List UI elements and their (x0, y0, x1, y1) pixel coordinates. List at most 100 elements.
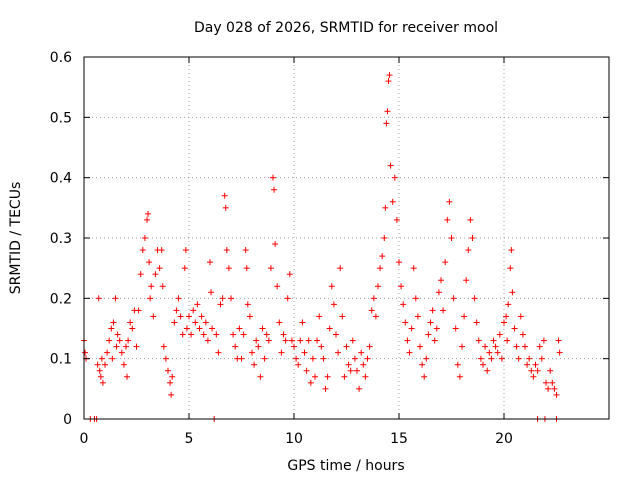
data-point (112, 295, 119, 302)
data-point (270, 174, 276, 181)
x-tick-label: 20 (495, 431, 513, 447)
data-point (301, 349, 308, 356)
data-point (431, 337, 438, 344)
data-point (116, 337, 123, 344)
data-point (461, 313, 468, 320)
data-point (303, 367, 310, 374)
data-point (288, 337, 295, 344)
data-point (152, 271, 159, 278)
data-point (358, 349, 365, 356)
data-point (309, 355, 316, 362)
data-point (118, 349, 125, 356)
data-point (120, 361, 127, 368)
data-point (173, 307, 180, 314)
data-point (425, 331, 432, 338)
data-point (360, 361, 367, 368)
data-point (183, 325, 190, 332)
data-point (540, 337, 547, 344)
data-point (551, 385, 558, 392)
data-point (343, 343, 350, 350)
data-point (238, 355, 245, 362)
data-point (503, 313, 510, 320)
data-point (379, 253, 386, 260)
data-point (375, 283, 381, 290)
data-point (160, 343, 167, 350)
data-point (454, 361, 461, 368)
data-point (169, 373, 176, 380)
data-point (159, 283, 166, 290)
data-point (222, 204, 229, 211)
x-tick-label: 10 (285, 431, 303, 447)
data-point (513, 343, 520, 350)
data-point (448, 235, 455, 241)
data-point (221, 192, 228, 199)
data-point (232, 343, 239, 350)
data-point (486, 349, 493, 356)
x-tick-label: 5 (185, 431, 194, 447)
data-point (135, 307, 142, 314)
data-point (259, 325, 266, 332)
data-point (181, 265, 188, 272)
data-point (274, 283, 281, 290)
data-point (356, 385, 363, 392)
data-point (236, 325, 243, 332)
data-point (372, 313, 379, 320)
data-point (410, 265, 417, 272)
data-point (421, 373, 428, 380)
data-point (267, 265, 274, 272)
data-point (198, 313, 205, 320)
data-point (515, 355, 522, 362)
data-point (202, 319, 209, 326)
data-point (299, 319, 306, 326)
data-point (209, 325, 216, 332)
data-point (465, 247, 472, 254)
data-point (144, 216, 150, 223)
data-point (207, 259, 213, 266)
axis-ticks (83, 56, 609, 420)
data-point (377, 265, 384, 272)
y-tick-label: 0.5 (50, 110, 72, 126)
data-point (179, 331, 186, 338)
data-point (194, 301, 201, 308)
data-point (110, 319, 117, 326)
y-tick-label: 0.3 (50, 231, 72, 247)
data-point (297, 337, 304, 344)
data-point (104, 349, 111, 356)
data-point (156, 265, 163, 272)
data-point (271, 186, 278, 193)
axis-tick-labels: 0 0.1 0.2 0.3 0.4 0.5 0.6 0 5 10 15 20 (50, 50, 513, 447)
data-point (165, 367, 171, 374)
data-point (186, 313, 192, 320)
data-point (305, 337, 312, 344)
data-point (383, 120, 390, 127)
data-point (463, 277, 470, 284)
data-point (293, 355, 300, 362)
chart-title: Day 028 of 2026, SRMTID for receiver moo… (194, 20, 498, 36)
data-point (347, 367, 354, 374)
data-point (168, 391, 175, 398)
data-point (517, 313, 524, 320)
y-tick-label: 0.2 (50, 291, 72, 307)
data-point (322, 385, 329, 392)
data-point (543, 379, 549, 386)
y-tick-label: 0.6 (50, 50, 72, 66)
data-point (114, 331, 121, 338)
data-point (320, 355, 327, 362)
data-point (228, 295, 234, 302)
data-point (404, 337, 411, 344)
data-point (324, 373, 331, 380)
data-point (349, 337, 356, 344)
data-point (148, 283, 155, 290)
data-point (528, 367, 535, 374)
data-point (139, 247, 146, 254)
data-point (341, 373, 348, 380)
data-point (278, 349, 285, 356)
data-point (240, 331, 247, 338)
data-point (482, 343, 489, 350)
data-point (244, 301, 251, 308)
data-point (98, 355, 105, 362)
data-point (97, 373, 104, 380)
data-point (384, 108, 391, 115)
data-point (538, 355, 545, 362)
data-point (471, 295, 478, 302)
